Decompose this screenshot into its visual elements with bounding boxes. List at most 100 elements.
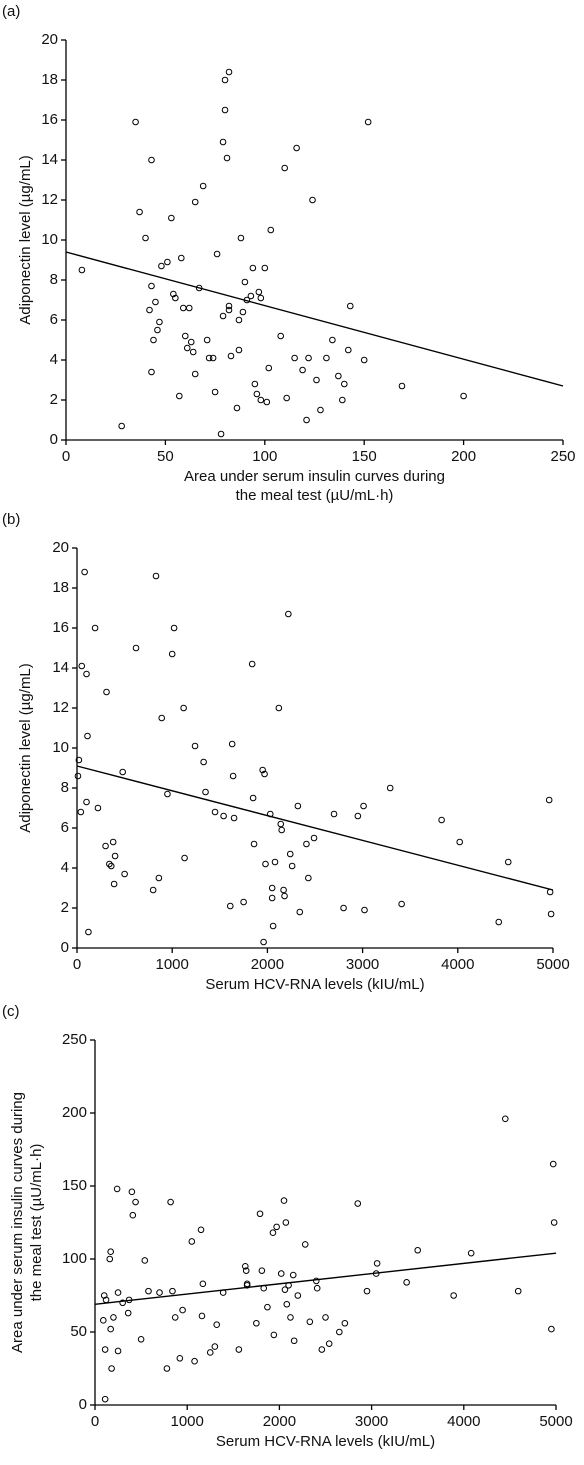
data-point [85,928,92,936]
data-point [267,226,275,234]
data-point [235,316,243,324]
data-point [301,1241,309,1248]
data-point [514,1287,522,1295]
data-point [271,858,279,866]
data-point [197,1226,205,1234]
data-point [341,1319,349,1327]
x-tick-label: 100 [252,448,277,465]
x-tick-label: 1000 [171,1413,204,1430]
x-tick-label: 0 [62,448,70,465]
data-point [294,1292,302,1299]
data-point [305,874,312,882]
data-point [303,840,310,848]
data-point [141,1257,149,1264]
data-point [336,1328,343,1336]
data-point [547,910,555,918]
data-point [164,258,171,266]
data-point [132,1198,139,1206]
data-point [211,1343,219,1350]
data-point [256,1210,264,1218]
data-point [179,304,187,312]
data-point [251,380,259,388]
data-point [363,1287,371,1295]
data-point [259,766,266,774]
x-tick-label: 3000 [346,956,379,973]
data-point [225,68,233,76]
data-point [119,768,126,776]
panel-label: (c) [2,1003,20,1020]
data-point [467,1249,475,1257]
data-point [219,138,227,146]
data-point [277,332,285,340]
data-point [209,354,217,362]
data-point [211,808,219,816]
data-point [132,644,140,652]
data-point [164,790,171,798]
data-point [229,772,237,780]
data-point [242,1267,250,1274]
x-tick-label: 250 [550,448,575,465]
data-point [128,1188,136,1196]
data-point [202,788,209,796]
data-point [313,376,320,384]
data-point [249,794,257,802]
y-tick-label: 6 [50,311,58,328]
data-point [313,1284,321,1292]
data-point [286,850,294,858]
data-point [223,154,231,162]
x-tick-label: 200 [451,448,476,465]
data-point [119,1299,126,1307]
data-point [240,898,247,906]
data-point [220,812,227,820]
data-point [221,106,229,114]
data-point [305,354,312,362]
data-point [206,1349,214,1356]
x-tick-label: 0 [91,1413,99,1430]
data-point [278,826,285,834]
data-point [288,862,296,870]
data-point [180,704,187,712]
y-tick-label: 0 [61,939,69,956]
data-point [283,394,290,402]
data-point [107,1325,114,1333]
data-point [287,1314,294,1321]
data-point [198,1312,206,1320]
data-point [227,352,235,360]
data-point [268,894,276,902]
data-point [181,854,188,862]
y-tick-label: 14 [52,659,69,676]
data-point [101,1395,109,1403]
data-point [94,804,102,812]
y-tick-label: 12 [41,191,58,208]
data-point [199,182,207,190]
x-tick-label: 1000 [156,956,189,973]
data-point [169,1287,176,1295]
data-point [100,1292,108,1299]
data-point [110,1314,117,1321]
data-point [277,820,285,828]
data-point [77,808,85,816]
data-point [270,1331,278,1339]
data-point [291,354,298,362]
data-point [285,610,292,618]
x-axis-label: the meal test (µU/mL·h) [236,487,394,504]
data-point [114,1289,122,1296]
x-tick-label: 0 [73,956,81,973]
data-point [187,338,195,346]
y-tick-label: 250 [62,1031,87,1048]
data-point [124,1309,132,1317]
data-point [280,886,287,894]
data-point [289,1271,297,1279]
data-point [239,308,247,316]
data-point [247,292,255,300]
data-point [176,392,183,400]
y-tick-label: 200 [62,1104,87,1121]
data-point [290,1337,298,1345]
data-point [281,164,288,172]
data-point [261,770,268,778]
data-point [91,624,99,632]
data-point [155,874,163,882]
data-point [191,742,199,750]
data-point [296,908,304,916]
data-point [501,1115,509,1123]
